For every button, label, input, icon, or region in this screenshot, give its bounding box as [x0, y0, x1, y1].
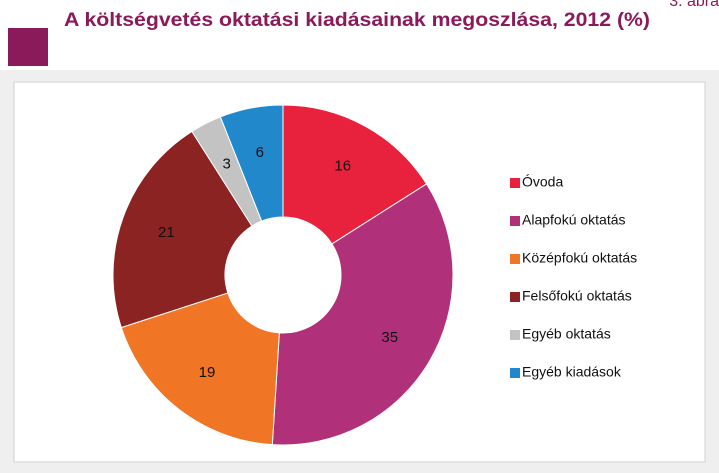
data-label: 19 — [199, 364, 216, 381]
data-label: 21 — [158, 224, 175, 241]
data-label: 3 — [223, 155, 231, 172]
legend-swatch — [510, 216, 520, 226]
data-label: 35 — [381, 329, 398, 346]
legend-label: Alapfokú oktatás — [522, 212, 626, 228]
slice — [120, 292, 280, 446]
chart-title: A költségvetés oktatási kiadásainak mego… — [64, 10, 650, 31]
data-label: 6 — [256, 144, 264, 161]
slice — [271, 183, 454, 446]
title-badge — [8, 28, 48, 66]
legend-label: Egyéb kiadások — [522, 364, 622, 380]
slice — [219, 104, 284, 222]
figure-label: 3. ábra — [669, 0, 719, 10]
legend-swatch — [510, 178, 520, 188]
legend-label: Felsőfokú oktatás — [522, 288, 632, 304]
legend-label: Középfokú oktatás — [522, 250, 637, 266]
legend-swatch — [510, 330, 520, 340]
legend-label: Óvoda — [522, 174, 563, 190]
legend-swatch — [510, 292, 520, 302]
slice — [112, 130, 253, 329]
legend-swatch — [510, 368, 520, 378]
legend-label: Egyéb oktatás — [522, 326, 611, 342]
legend-swatch — [510, 254, 520, 264]
data-label: 16 — [334, 157, 351, 174]
slice — [282, 104, 428, 245]
